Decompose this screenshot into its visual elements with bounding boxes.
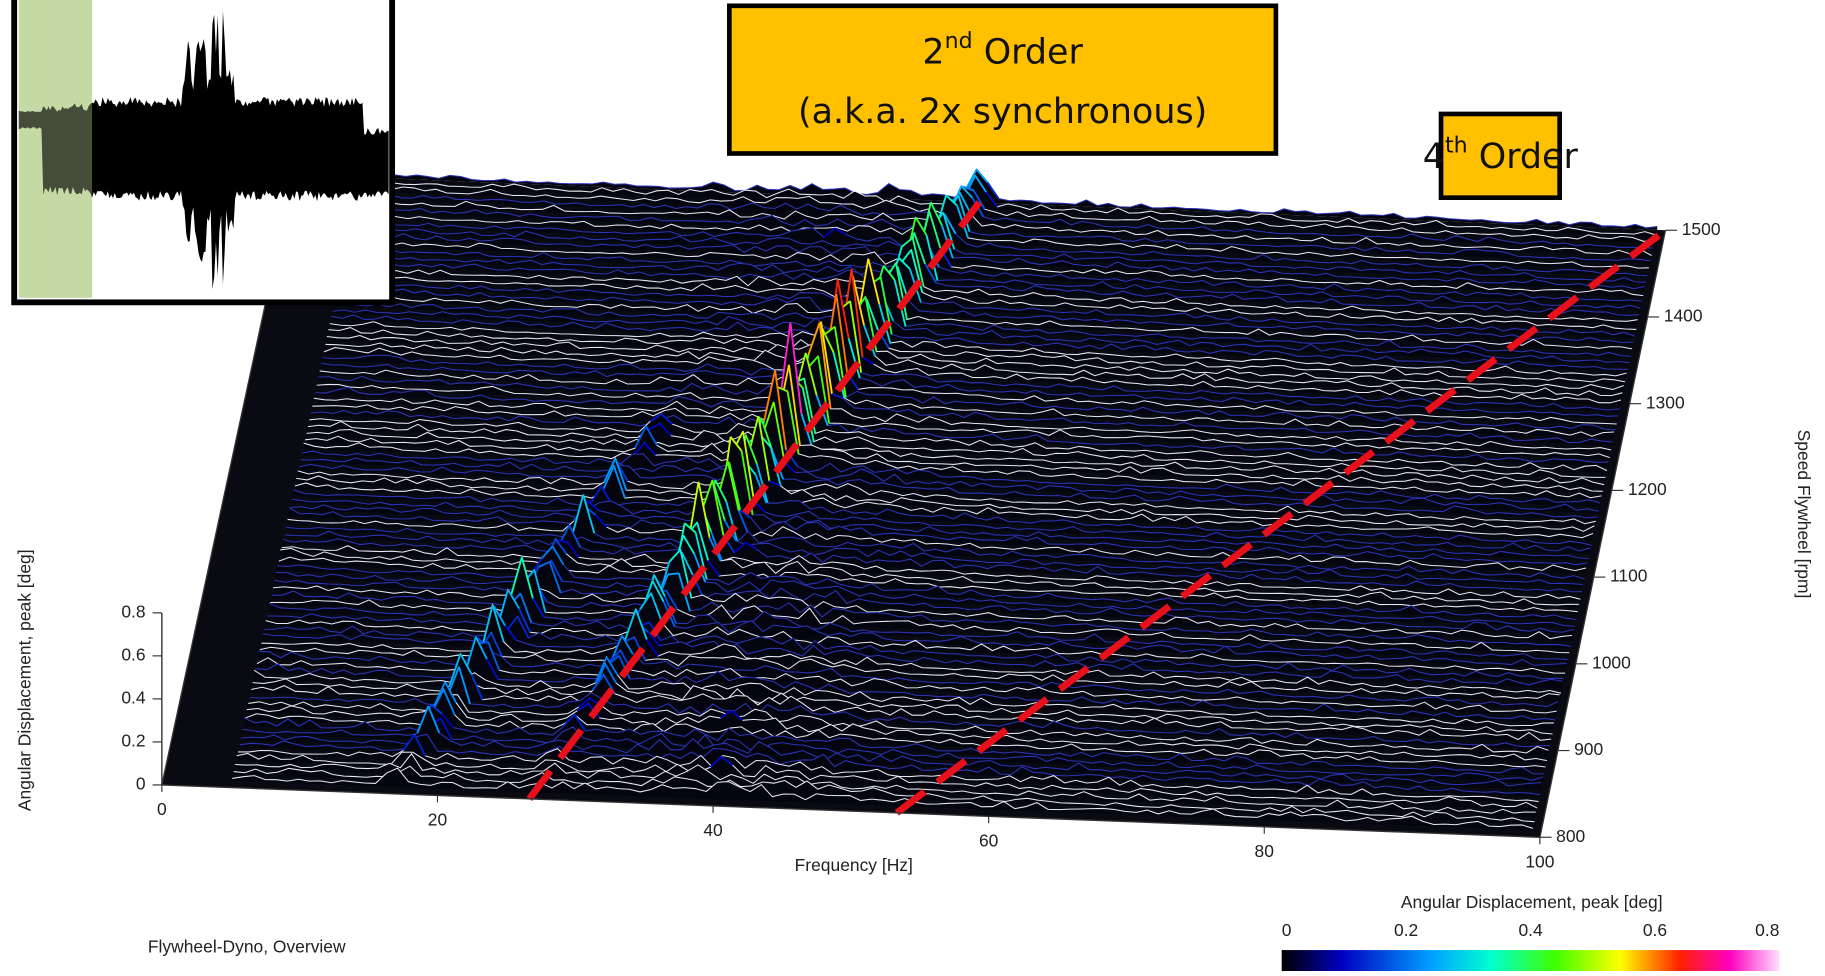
colorbar-tick-label: 0.6 [1643, 920, 1667, 940]
z-tick-label: 0.4 [121, 687, 146, 707]
z-axis-label: Angular Displacement, peak [deg] [14, 549, 34, 811]
z-tick-label: 0.6 [121, 644, 145, 664]
annotation: 4th Order [1423, 114, 1579, 198]
chart: 0204060801008009001000110012001300140015… [0, 0, 1825, 971]
peak-segment [668, 573, 679, 574]
colorbar-label: Angular Displacement, peak [deg] [1401, 892, 1663, 912]
x-tick-label: 60 [979, 831, 999, 851]
z-tick-label: 0 [136, 774, 146, 794]
annotation-label: Order [973, 32, 1084, 72]
chart-title: Flywheel-Dyno, Overview [148, 936, 346, 956]
inset-highlight-overlay [19, 0, 92, 298]
z-tick-label: 0.2 [121, 731, 145, 751]
y-tick-label: 1300 [1646, 392, 1685, 412]
x-tick-label: 80 [1255, 841, 1275, 861]
annotation-suffix: th [1445, 133, 1468, 159]
x-tick-label: 100 [1525, 851, 1554, 871]
z-tick-label: 0.8 [121, 601, 145, 621]
colorbar-tick-label: 0 [1282, 920, 1292, 940]
x-tick-label: 0 [157, 799, 167, 819]
annotation: 2nd Order (a.k.a. 2x synchronous) [729, 6, 1276, 154]
y-tick-label: 1000 [1592, 652, 1631, 672]
colorbar-tick-label: 0.2 [1394, 920, 1418, 940]
y-tick-label: 1500 [1682, 219, 1721, 239]
x-axis-label: Frequency [Hz] [795, 855, 913, 875]
annotation-suffix: nd [945, 28, 973, 54]
colorbar [1282, 950, 1780, 971]
y-tick-label: 900 [1574, 739, 1603, 759]
y-tick-label: 1200 [1628, 479, 1667, 499]
y-axis-label: Speed Flywheel [rpm] [1794, 430, 1814, 599]
annotation-label: Order [1468, 137, 1579, 177]
colorbar-tick-label: 0.8 [1755, 920, 1779, 940]
x-tick-label: 40 [703, 820, 723, 840]
x-tick-label: 20 [428, 810, 448, 830]
y-tick-label: 1100 [1610, 566, 1648, 586]
y-tick-label: 800 [1556, 826, 1585, 846]
annotation-order: 4 [1423, 137, 1445, 177]
annotation-line2: (a.k.a. 2x synchronous) [798, 92, 1207, 132]
y-tick-label: 1400 [1664, 306, 1703, 326]
inset [14, 0, 392, 302]
colorbar-tick-label: 0.4 [1518, 920, 1543, 940]
annotation-order: 2 [922, 32, 944, 72]
